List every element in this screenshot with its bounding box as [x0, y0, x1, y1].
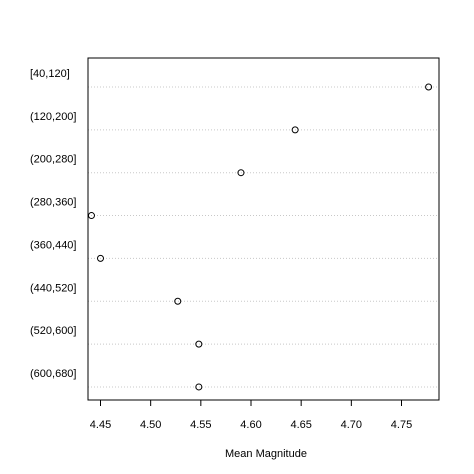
category-label: [40,120]: [30, 68, 70, 80]
data-point: [195, 383, 203, 391]
data-point: [195, 340, 203, 348]
data-point: [237, 169, 245, 177]
category-label: (440,520]: [30, 282, 76, 294]
x-tick-label: 4.55: [190, 419, 211, 431]
category-label: (280,360]: [30, 197, 76, 209]
x-tick-label: 4.65: [290, 419, 311, 431]
category-label: (520,600]: [30, 325, 76, 337]
x-axis-title: Mean Magnitude: [225, 448, 307, 460]
x-tick-label: 4.45: [90, 419, 111, 431]
category-label: (200,280]: [30, 154, 76, 166]
x-tick-label: 4.70: [341, 419, 362, 431]
data-point: [425, 83, 433, 91]
x-axis: 4.45 4.50 4.55 4.60 4.65 4.70 4.75: [90, 400, 412, 431]
category-label: (360,440]: [30, 239, 76, 251]
x-tick-label: 4.75: [391, 419, 412, 431]
data-points: [87, 83, 433, 391]
x-tick-label: 4.60: [240, 419, 261, 431]
data-point: [291, 126, 299, 134]
category-labels: [40,120] (120,200] (200,280] (280,360] (360,…: [30, 68, 76, 380]
data-point: [97, 254, 104, 262]
gridlines: [88, 86, 439, 388]
category-label: (600,680]: [30, 368, 76, 380]
category-label: (120,200]: [30, 111, 76, 123]
data-point: [87, 212, 95, 220]
x-tick-label: 4.50: [140, 419, 161, 431]
data-point: [174, 297, 182, 305]
plot-frame: [87, 57, 440, 401]
